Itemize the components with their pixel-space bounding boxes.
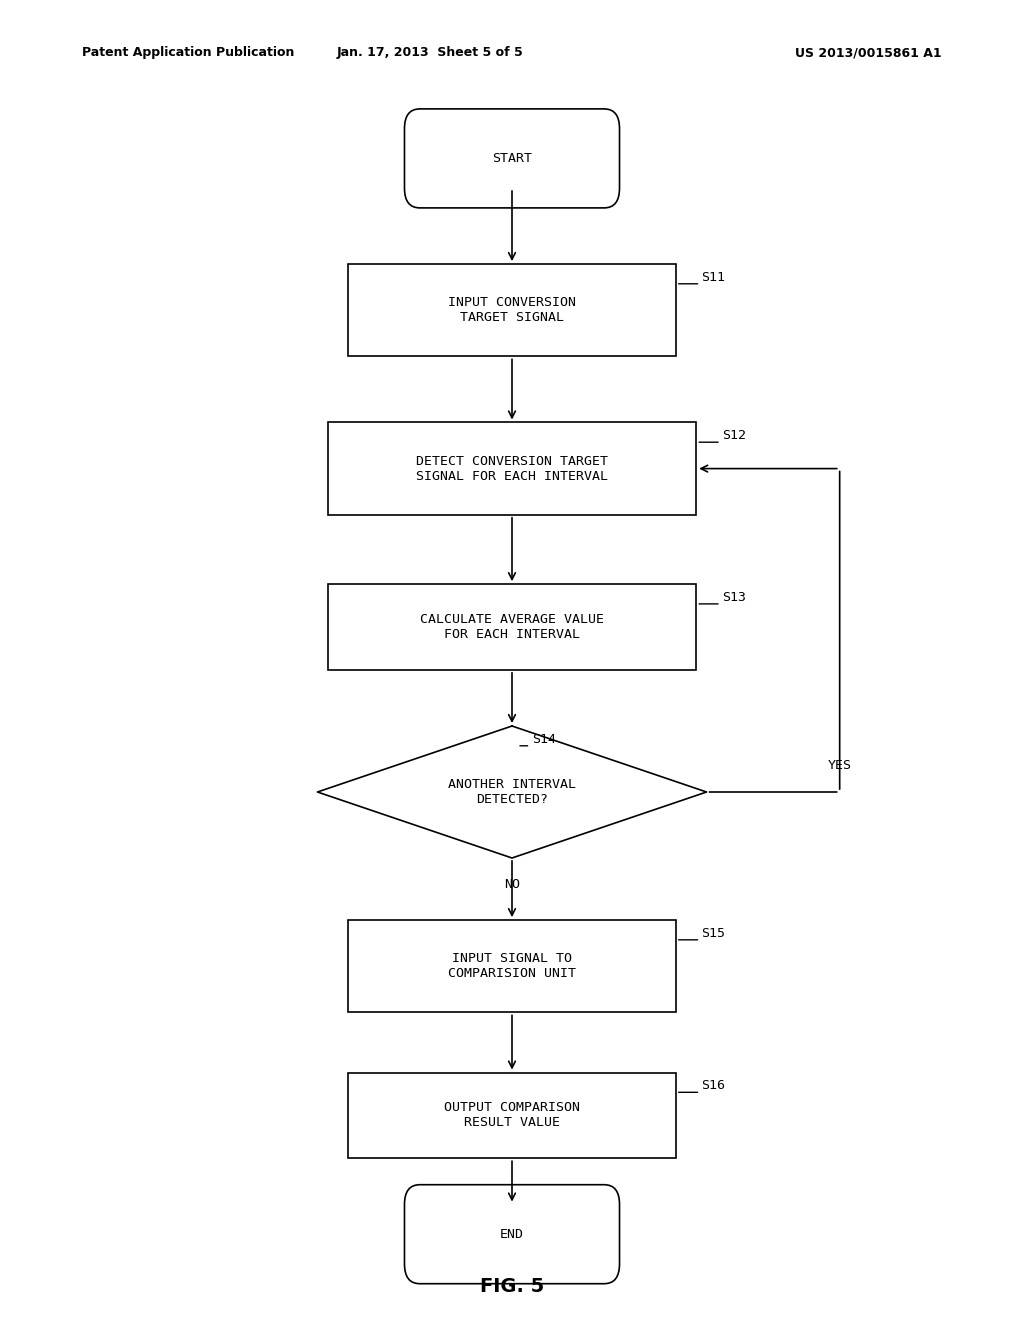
Text: FIG. 5: FIG. 5 (480, 1278, 544, 1296)
Text: NO: NO (504, 878, 520, 891)
Text: DETECT CONVERSION TARGET
SIGNAL FOR EACH INTERVAL: DETECT CONVERSION TARGET SIGNAL FOR EACH… (416, 454, 608, 483)
Bar (328, 583, 696, 671)
Text: Patent Application Publication: Patent Application Publication (82, 46, 294, 59)
Text: INPUT CONVERSION
TARGET SIGNAL: INPUT CONVERSION TARGET SIGNAL (449, 296, 575, 325)
FancyBboxPatch shape (404, 110, 620, 207)
Bar (328, 422, 696, 515)
Text: START: START (492, 152, 532, 165)
Text: US 2013/0015861 A1: US 2013/0015861 A1 (796, 46, 942, 59)
Text: END: END (500, 1228, 524, 1241)
Bar (348, 264, 676, 356)
Bar (348, 1072, 676, 1159)
FancyBboxPatch shape (404, 1185, 620, 1283)
Text: YES: YES (827, 759, 852, 772)
Text: INPUT SIGNAL TO
COMPARISION UNIT: INPUT SIGNAL TO COMPARISION UNIT (449, 952, 575, 981)
Text: Jan. 17, 2013  Sheet 5 of 5: Jan. 17, 2013 Sheet 5 of 5 (337, 46, 523, 59)
Text: S11: S11 (701, 271, 725, 284)
Text: ANOTHER INTERVAL
DETECTED?: ANOTHER INTERVAL DETECTED? (449, 777, 575, 807)
Bar (348, 920, 676, 1012)
Text: OUTPUT COMPARISON
RESULT VALUE: OUTPUT COMPARISON RESULT VALUE (444, 1101, 580, 1130)
Text: S13: S13 (722, 591, 745, 603)
Text: S12: S12 (722, 429, 745, 442)
Text: S15: S15 (701, 927, 725, 940)
Text: S14: S14 (532, 733, 556, 746)
Text: S16: S16 (701, 1080, 725, 1092)
Text: CALCULATE AVERAGE VALUE
FOR EACH INTERVAL: CALCULATE AVERAGE VALUE FOR EACH INTERVA… (420, 612, 604, 642)
